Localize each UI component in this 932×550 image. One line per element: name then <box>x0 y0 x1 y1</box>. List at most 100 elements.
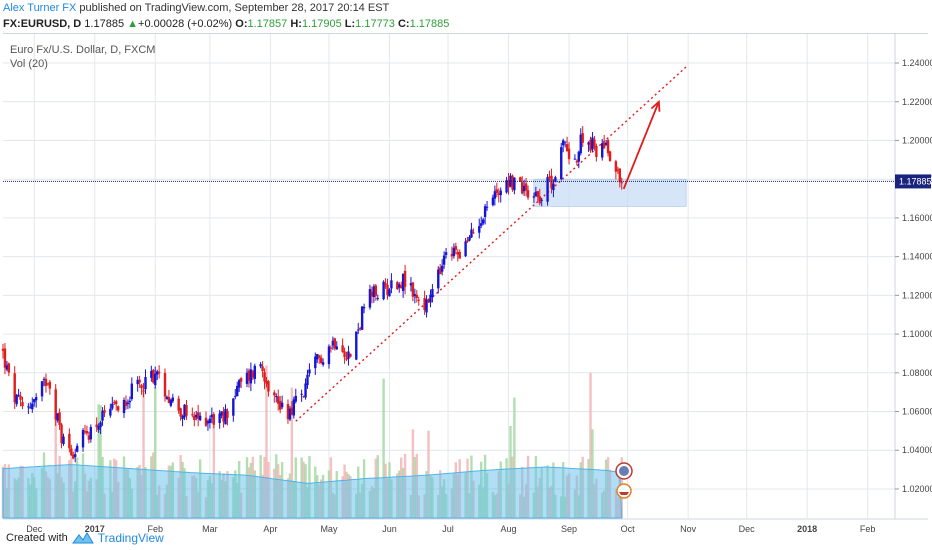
candle-body <box>304 383 307 398</box>
volume-study-label[interactable]: Vol (20) <box>10 58 48 70</box>
footer: Created with TradingView <box>6 531 164 545</box>
candle-body <box>234 396 237 398</box>
candle-body <box>70 448 73 456</box>
candle-body <box>157 371 161 374</box>
candle-body <box>524 183 528 191</box>
time-tick-label: Sep <box>561 524 577 534</box>
candle-body <box>601 143 604 158</box>
candle-body <box>444 252 448 255</box>
chart-frame[interactable] <box>3 33 928 520</box>
volume-bar <box>411 429 415 518</box>
candle-body <box>318 355 321 358</box>
grid-lines <box>3 34 895 518</box>
candle-body <box>29 407 32 409</box>
candle-body <box>319 357 323 364</box>
candle-body <box>616 169 620 171</box>
candle-body <box>458 252 461 259</box>
price-tick-label: 1.04000 <box>902 445 932 455</box>
last-price: 1.17885 <box>84 18 125 30</box>
candle-body <box>591 137 594 150</box>
candle-body <box>358 328 362 330</box>
time-tick-label: Dec <box>26 524 43 534</box>
candle-body <box>587 142 590 145</box>
candle-body <box>85 430 89 434</box>
candle-body <box>409 283 413 286</box>
candle-body <box>130 383 134 400</box>
projection-arrow <box>622 99 661 190</box>
candle-body <box>3 348 7 368</box>
candle-body <box>308 369 311 374</box>
volume-bar <box>265 365 268 518</box>
candle-body <box>565 144 569 152</box>
tradingview-brand-link[interactable]: TradingView <box>97 531 164 545</box>
volume-bar <box>212 425 216 518</box>
candle-body <box>396 282 399 290</box>
candle-body <box>7 363 11 373</box>
candle-body <box>480 223 483 226</box>
candle-body <box>511 175 514 190</box>
candle-body <box>608 151 612 161</box>
candle-body <box>236 386 239 397</box>
chart-legend[interactable]: Euro Fx/U.S. Dollar, D, FXCM Vol (20) <box>10 43 155 71</box>
candle-body <box>333 338 337 349</box>
candle-body <box>75 445 79 452</box>
price-tick-label: 1.10000 <box>902 329 932 339</box>
candle-body <box>390 280 393 289</box>
candle-body <box>362 306 366 309</box>
candle-body <box>99 422 102 428</box>
arrow-shaft <box>622 101 660 190</box>
candle-body <box>552 183 555 191</box>
candle-body <box>532 196 536 198</box>
author-link[interactable]: Alex Turner FX <box>3 2 77 14</box>
candle-body <box>142 390 145 392</box>
symbol-label[interactable]: FX:EURUSD, D <box>3 18 82 30</box>
candle-body <box>314 356 317 369</box>
flag-icon <box>619 492 629 495</box>
candle-body <box>302 396 305 398</box>
time-axis[interactable]: Dec 2017 Feb Mar Apr May Jun Jul Aug Sep Oct Nov Dec… <box>26 524 875 534</box>
candle-body <box>413 294 417 297</box>
price-tick-label: 1.14000 <box>902 252 932 262</box>
time-tick-label: Apr <box>263 524 277 534</box>
candle-body <box>280 402 284 408</box>
candle-body <box>89 427 93 440</box>
candle-body <box>606 140 610 154</box>
volume-bar <box>513 397 516 518</box>
price-axis[interactable]: 1.02000 1.04000 1.06000 1.08000 1.10000 1.120… <box>895 58 932 494</box>
candle-body <box>226 411 229 418</box>
candle-body <box>34 397 38 401</box>
candle-body <box>122 399 126 414</box>
candle-body <box>208 418 212 423</box>
candle-body <box>464 241 467 257</box>
candle-body <box>581 133 584 143</box>
candle-body <box>567 148 571 160</box>
candle-body <box>368 289 372 308</box>
event-markers[interactable] <box>615 462 633 499</box>
candle-body <box>195 414 198 418</box>
candle-body <box>466 240 469 242</box>
candle-body <box>360 306 364 330</box>
candle-body <box>54 389 57 420</box>
candle-body <box>278 400 282 410</box>
candle-body <box>470 229 473 238</box>
candle-body <box>204 417 208 426</box>
candle-body <box>602 142 606 148</box>
candle-body <box>245 372 249 384</box>
candle-body <box>277 396 280 404</box>
candle-body <box>442 255 446 265</box>
candle-body <box>538 196 541 204</box>
candle-body <box>101 410 104 421</box>
candle-body <box>589 139 592 151</box>
candle-body <box>329 347 333 349</box>
candle-body <box>520 182 524 194</box>
candle-body <box>259 364 262 367</box>
series-title[interactable]: Euro Fx/U.S. Dollar, D, FXCM <box>10 44 156 56</box>
price-badge-bg <box>895 174 931 189</box>
candle-body <box>128 400 132 403</box>
candle-body <box>327 346 331 365</box>
dividend-marker-icon[interactable] <box>616 483 632 499</box>
volume-bar <box>382 378 385 518</box>
candle-body <box>425 299 428 313</box>
candle-body <box>253 365 256 379</box>
